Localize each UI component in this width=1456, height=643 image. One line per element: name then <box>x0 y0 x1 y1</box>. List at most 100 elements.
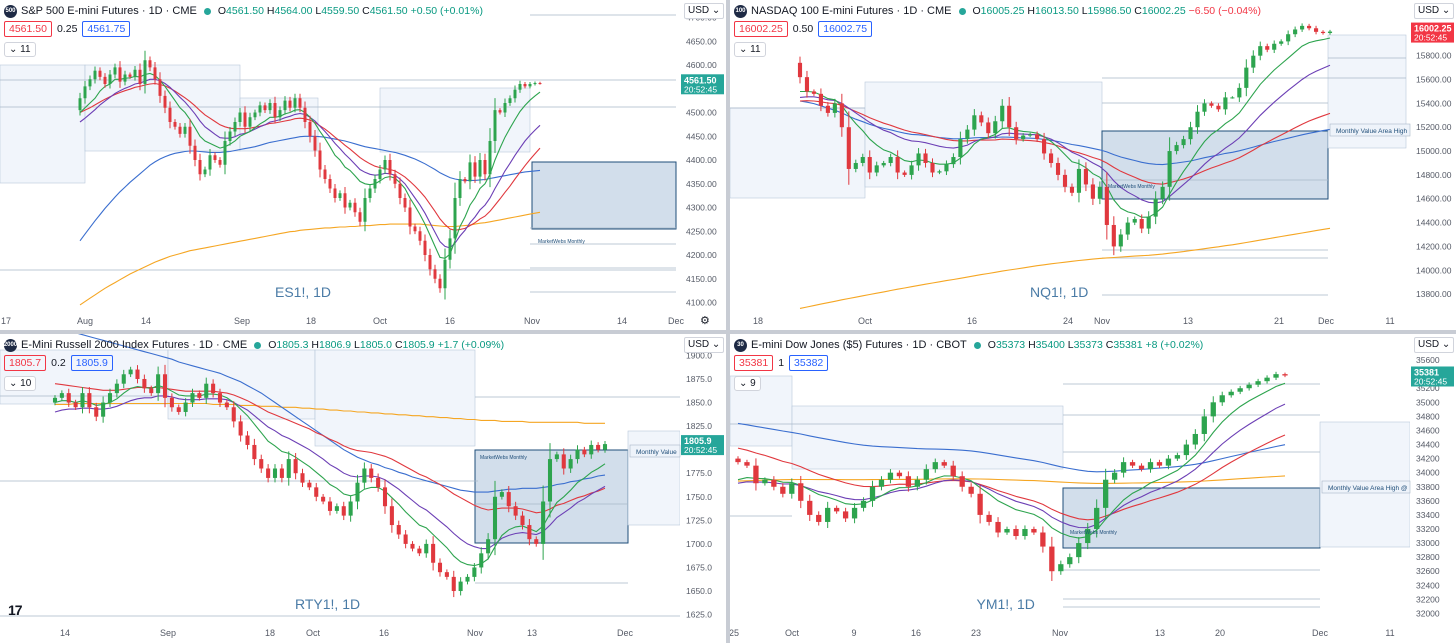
candle <box>1223 92 1228 115</box>
candle <box>881 160 886 168</box>
x-tick-label: Sep <box>160 628 176 638</box>
candle <box>66 388 71 407</box>
chart-panel-rty[interactable]: 1900.01875.01850.01825.01800.01775.01750… <box>0 334 726 643</box>
candle <box>1062 169 1068 193</box>
currency-selector[interactable]: USD ⌄ <box>684 3 725 19</box>
candle <box>1209 101 1214 108</box>
candle <box>1300 23 1305 32</box>
y-tick-label: 4150.00 <box>686 274 717 284</box>
candle <box>1286 30 1291 46</box>
candle <box>979 111 984 127</box>
candle <box>308 115 312 143</box>
series-ema-purple <box>799 64 1331 204</box>
currency-selector[interactable]: USD ⌄ <box>1414 3 1455 19</box>
candle <box>272 464 278 483</box>
candle <box>1048 148 1054 168</box>
vertical-divider[interactable] <box>726 0 730 643</box>
y-tick-label: 33400 <box>1416 510 1440 520</box>
candle <box>1258 41 1263 61</box>
bid-price-button[interactable]: 16002.25 <box>734 21 788 37</box>
ask-price-button[interactable]: 35382 <box>789 355 829 371</box>
chart-svg[interactable]: 16000.0015800.0015600.0015400.0015200.00… <box>730 0 1456 330</box>
indicators-toggle-button[interactable]: ⌄ 11 <box>734 42 766 57</box>
candle <box>1244 59 1249 97</box>
y-tick-label: 32800 <box>1416 552 1440 562</box>
symbol-title[interactable]: E-mini Dow Jones ($5) Futures · 1D · CBO… <box>751 339 967 351</box>
value-area-box <box>1062 487 1321 549</box>
candle <box>1076 159 1082 203</box>
symbol-watermark: RTY1!, 1D <box>295 596 361 612</box>
chart-panel-es[interactable]: 4700.004650.004600.004550.004500.004450.… <box>0 0 726 330</box>
x-tick-label: Aug <box>77 316 93 326</box>
tradingview-logo-icon[interactable]: 17 <box>8 602 23 618</box>
candle <box>259 454 264 473</box>
currency-selector[interactable]: USD ⌄ <box>684 337 725 353</box>
candle <box>468 154 472 190</box>
candle <box>123 70 127 86</box>
symbol-title[interactable]: NASDAQ 100 E-mini Futures · 1D · CME <box>751 5 952 17</box>
candle <box>789 478 795 499</box>
indicators-toggle-button[interactable]: ⌄ 9 <box>734 376 761 391</box>
candle <box>183 398 188 417</box>
candle <box>143 50 147 94</box>
ask-price-button[interactable]: 16002.75 <box>818 21 873 37</box>
symbol-title[interactable]: E-Mini Russell 2000 Index Futures · 1D ·… <box>21 339 248 351</box>
candle <box>338 190 342 201</box>
candle <box>173 119 177 130</box>
candle <box>138 63 142 91</box>
price-axis <box>680 334 726 643</box>
candle <box>1183 439 1190 460</box>
candle <box>1118 229 1123 252</box>
ask-price-button[interactable]: 1805.9 <box>70 355 113 371</box>
currency-selector[interactable]: USD ⌄ <box>1414 337 1455 353</box>
svg-text:20:52:45: 20:52:45 <box>684 84 717 94</box>
bid-price-button[interactable]: 4561.50 <box>4 21 52 37</box>
candle <box>121 369 126 389</box>
y-tick-label: 32200 <box>1416 594 1440 604</box>
chart-panel-nq[interactable]: 16000.0015800.0015600.0015400.0015200.00… <box>730 0 1456 330</box>
symbol-watermark: YM1!, 1D <box>976 596 1035 612</box>
candle <box>190 388 195 407</box>
series-ema-red <box>799 100 1331 185</box>
ohlc-values: O4561.50 H4564.00 L4559.50 C4561.50 +0.5… <box>217 5 483 17</box>
candle <box>78 92 82 116</box>
candle <box>1021 133 1026 142</box>
bid-price-button[interactable]: 35381 <box>734 355 774 371</box>
bid-price-button[interactable]: 1805.7 <box>4 355 47 371</box>
x-tick-label: 13 <box>1183 316 1193 326</box>
indicators-toggle-button[interactable]: ⌄ 10 <box>4 376 37 391</box>
candle <box>1327 29 1333 35</box>
series-ema-purple <box>737 403 1286 529</box>
horizontal-divider[interactable] <box>0 330 1456 334</box>
candle <box>1069 183 1075 197</box>
chart-svg[interactable]: 1900.01875.01850.01825.01800.01775.01750… <box>0 334 726 643</box>
candle <box>300 468 305 488</box>
ask-price-button[interactable]: 4561.75 <box>82 21 131 37</box>
candle <box>444 569 449 580</box>
chart-svg[interactable]: 3560035400352003500034800346003440034200… <box>730 334 1456 643</box>
chart-svg[interactable]: 4700.004650.004600.004550.004500.004450.… <box>0 0 726 330</box>
candle <box>408 199 412 235</box>
chart-panel-ym[interactable]: 3560035400352003500034800346003440034200… <box>730 334 1456 643</box>
symbol-title[interactable]: S&P 500 E-mini Futures · 1D · CME <box>21 5 197 17</box>
candle <box>1132 216 1137 226</box>
ohlc-values: O35373 H35400 L35373 C35381 +8 (+0.02%) <box>987 339 1204 351</box>
candle <box>941 459 947 468</box>
candle <box>493 98 497 154</box>
candle <box>499 489 504 500</box>
candle <box>1104 172 1109 240</box>
candle <box>478 152 482 184</box>
candle <box>1111 469 1118 484</box>
candle <box>428 248 432 276</box>
value-area-box <box>314 349 476 447</box>
y-tick-label: 4450.00 <box>686 131 717 141</box>
indicators-toggle-button[interactable]: ⌄ 11 <box>4 42 36 57</box>
svg-text:35381: 35381 <box>1414 367 1439 377</box>
candle <box>923 148 928 168</box>
candle <box>1007 97 1012 136</box>
gear-icon[interactable]: ⚙ <box>700 315 710 327</box>
candle <box>278 106 282 121</box>
candle <box>807 494 813 521</box>
candle <box>1219 391 1225 406</box>
y-tick-label: 34600 <box>1416 425 1440 435</box>
